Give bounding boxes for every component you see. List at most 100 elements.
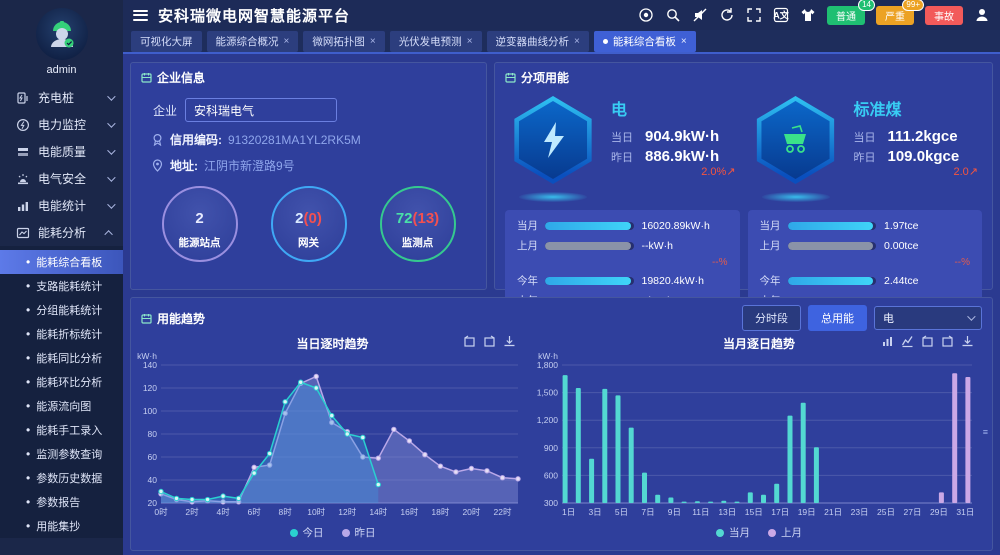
svg-text:kW·h: kW·h (538, 351, 558, 361)
address-value: 江阴市新澄路9号 (204, 159, 295, 173)
coal-cart-icon (783, 125, 806, 153)
energy-statistics-icon (16, 199, 30, 213)
main-content: 企业信息 企业 信用编码: 91320281MA1YL2RK5M 地址: 江阴市… (123, 56, 1000, 555)
close-icon[interactable]: × (680, 35, 687, 47)
sidebar-subitem-param-query[interactable]: • 监测参数查询 (26, 447, 103, 461)
address-label: 地址: (170, 159, 198, 173)
sidebar-subitem-energy-flow[interactable]: • 能源流向图 (26, 399, 92, 413)
user-icon[interactable] (974, 7, 990, 23)
panel-grid-icon (141, 313, 152, 324)
time-period-button[interactable]: 分时段 (742, 305, 801, 331)
sidebar-item-power-quality[interactable]: 电能质量 (0, 138, 123, 165)
mute-icon[interactable] (692, 7, 708, 23)
theme-icon[interactable] (800, 7, 816, 23)
sidebar-subitem-branch-energy[interactable]: • 支路能耗统计 (26, 279, 103, 293)
download-icon[interactable] (503, 335, 516, 348)
refresh-icon[interactable] (719, 7, 735, 23)
credit-label: 信用编码: (170, 133, 222, 147)
alarm-chip-severe[interactable]: 严重 99+ (876, 0, 924, 25)
electricity-title: 电 (611, 102, 628, 119)
sidebar-subitem-energy-conversion[interactable]: • 能耗折标统计 (26, 327, 103, 341)
svg-text:100: 100 (143, 406, 157, 416)
stat-gateways[interactable]: 2(0) 网关 (270, 186, 347, 262)
electricity-change-pct: 2.0%↗ (701, 166, 736, 178)
sidebar-subitem-group-energy[interactable]: • 分组能耗统计 (26, 303, 103, 317)
legend-item-yesterday[interactable]: 昨日 (341, 525, 376, 540)
alarm-chip-normal[interactable]: 普通 14 (827, 0, 875, 25)
sidebar-item-power-monitoring[interactable]: 电力监控 (0, 111, 123, 138)
restore-icon[interactable] (921, 335, 934, 348)
sidebar-subitem-meter-reading[interactable]: • 用能集抄 (26, 519, 81, 533)
close-icon[interactable]: × (369, 35, 376, 47)
download-icon[interactable] (961, 335, 974, 348)
alarm-chip-accident[interactable]: 事故 (925, 5, 963, 25)
panel-title: 企业信息 (157, 71, 206, 85)
tab-energy-dashboard[interactable]: 能耗综合看板 × (593, 30, 696, 52)
svg-text:140: 140 (143, 360, 157, 370)
tab-inverter-curve[interactable]: 逆变器曲线分析 × (486, 30, 589, 52)
power-quality-icon (16, 145, 30, 159)
bar-chart-icon[interactable] (881, 335, 894, 348)
chevron-down-icon (107, 118, 116, 128)
stat-monitoring-points[interactable]: 72(13) 监测点 (379, 186, 456, 262)
sidebar-item-charging-pile[interactable]: 充电桩 (0, 84, 123, 111)
svg-text:3日: 3日 (588, 507, 601, 517)
data-zoom-handle[interactable]: ≡ (982, 427, 988, 438)
sidebar-item-energy-analysis[interactable]: 能耗分析 (0, 219, 123, 246)
legend-item-current-month[interactable]: 当月 (716, 525, 750, 540)
chevron-down-icon (967, 312, 976, 321)
sidebar-subitem-param-history[interactable]: • 参数历史数据 (26, 471, 103, 485)
tab-energy-overview[interactable]: 能源综合概况 × (206, 30, 299, 52)
sidebar-item-electrical-safety[interactable]: 电气安全 (0, 165, 123, 192)
enterprise-info-panel: 企业信息 企业 信用编码: 91320281MA1YL2RK5M 地址: 江阴市… (130, 62, 487, 290)
enterprise-input[interactable] (185, 98, 338, 122)
fullscreen-icon[interactable] (746, 7, 762, 23)
svg-text:A文: A文 (773, 10, 789, 21)
hamburger-icon[interactable] (133, 7, 148, 23)
total-energy-button[interactable]: 总用能 (808, 305, 867, 331)
sidebar-item-energy-statistics[interactable]: 电能统计 (0, 192, 123, 219)
user-block: admin (0, 0, 123, 84)
svg-text:9日: 9日 (668, 507, 681, 517)
chart-title: 当日逐时趋势 (296, 337, 369, 351)
subitem-energy-panel: 分项用能 电 当日 90 (494, 62, 993, 334)
legend-item-today[interactable]: 今日 (289, 525, 324, 540)
active-dot (602, 38, 608, 44)
tab-visual-screen[interactable]: 可视化大屏 (131, 30, 202, 52)
restore-icon[interactable] (941, 335, 954, 348)
sidebar-subitem-manual-entry[interactable]: • 能耗手工录入 (26, 423, 103, 437)
svg-text:900: 900 (544, 443, 558, 453)
close-icon[interactable]: × (283, 35, 290, 47)
energy-type-select[interactable]: 电 (874, 306, 982, 330)
stat-energy-stations[interactable]: 2 能源站点 (161, 186, 238, 262)
progress-bar (787, 221, 876, 230)
tab-pv-forecast[interactable]: 光伏发电预测 × (389, 30, 482, 52)
titlebar-actions: A文 普通 14 严重 99+ 事故 (638, 0, 990, 25)
sidebar-subitem-mom-analysis[interactable]: • 能耗环比分析 (26, 375, 103, 389)
restore-icon[interactable] (463, 335, 476, 348)
tab-microgrid-topology[interactable]: 微网拓扑图 × (303, 30, 385, 52)
panel-title: 用能趋势 (157, 311, 206, 326)
close-icon[interactable]: × (574, 35, 580, 47)
line-chart-icon[interactable] (901, 335, 914, 348)
electricity-yesterday-value: 886.9kW·h (645, 148, 720, 165)
avatar[interactable] (35, 8, 88, 60)
sidebar-subitem-energy-dashboard[interactable]: • 能耗综合看板 (0, 250, 123, 274)
close-icon[interactable]: × (466, 35, 473, 47)
target-icon[interactable] (638, 7, 654, 23)
coal-title: 标准煤 (853, 102, 902, 119)
search-icon[interactable] (665, 7, 681, 23)
legend-item-last-month[interactable]: 上月 (768, 525, 802, 540)
sidebar-item-label: 充电桩 (38, 91, 75, 105)
alarm-count-badge: 99+ (902, 0, 924, 11)
sidebar-subitem-yoy-analysis[interactable]: • 能耗同比分析 (26, 351, 103, 365)
svg-text:40: 40 (148, 475, 158, 485)
sidebar-subitem-param-report[interactable]: • 参数报告 (26, 495, 81, 509)
svg-text:14时: 14时 (369, 507, 387, 517)
chevron-down-icon (107, 145, 116, 155)
energy-trend-panel: 用能趋势 分时段 总用能 电 当日逐时趋势 20 40 60 80 100 120 140 k… (130, 297, 993, 551)
svg-text:5日: 5日 (615, 507, 628, 517)
restore-icon[interactable] (483, 335, 496, 348)
sidebar-item-label: 电力监控 (38, 118, 87, 132)
translate-icon[interactable]: A文 (773, 7, 789, 23)
